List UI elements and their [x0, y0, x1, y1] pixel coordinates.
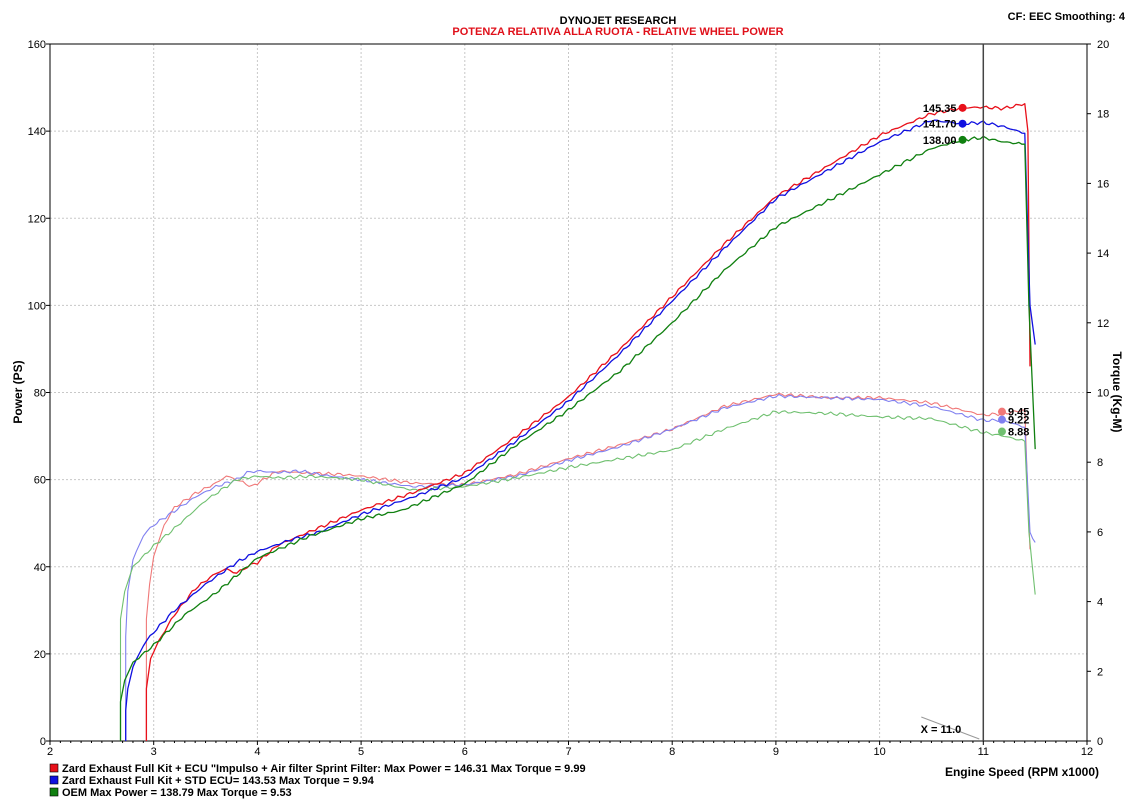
- y-tick-label: 40: [34, 562, 46, 574]
- chart-title: DYNOJET RESEARCH: [560, 15, 677, 27]
- plot-frame: [49, 43, 1088, 742]
- y-tick-label: 20: [34, 649, 46, 661]
- x-tick-label: 9: [773, 746, 779, 758]
- x-tick-label: 11: [978, 746, 989, 758]
- y2-axis-ticks: 0 2 4 6 8 10 12 14 16 18 20: [1087, 39, 1109, 748]
- marker-label: 145.35: [923, 103, 957, 115]
- settings-label: CF: EEC Smoothing: 4: [1008, 11, 1126, 23]
- marker-label: 9.22: [1008, 415, 1029, 427]
- y2-tick-label: 14: [1097, 248, 1109, 260]
- y2-tick-label: 20: [1097, 39, 1109, 51]
- x-tick-label: 6: [462, 746, 468, 758]
- y2-tick-label: 8: [1097, 457, 1103, 469]
- y2-tick-label: 4: [1097, 597, 1103, 609]
- marker-label: 141.70: [923, 119, 957, 131]
- x-axis-ticks: 2 3 4 5 6 7 8 9 10 11 12: [47, 741, 1093, 758]
- y2-tick-label: 10: [1097, 388, 1109, 400]
- series-line-4: [145, 392, 1031, 741]
- y-tick-label: 140: [28, 126, 46, 138]
- legend-entry: Zard Exhaust Full Kit + ECU "Impulso + A…: [62, 763, 586, 775]
- x-axis-label: Engine Speed (RPM x1000): [945, 765, 1099, 779]
- series-line-2: [125, 119, 1036, 741]
- marker-dot: [958, 103, 967, 112]
- cursor-group: X = 11.0: [921, 44, 985, 741]
- chart-subtitle: POTENZA RELATIVA ALLA RUOTA - RELATIVE W…: [452, 26, 783, 38]
- y-tick-label: 160: [28, 39, 46, 51]
- series-line-1: [145, 103, 1031, 741]
- y2-axis-label: Torque (Kg-M): [1110, 351, 1124, 432]
- x-tick-label: 4: [254, 746, 260, 758]
- x-tick-label: 5: [358, 746, 364, 758]
- cursor-label: X = 11.0: [921, 724, 962, 736]
- x-tick-label: 8: [669, 746, 675, 758]
- marker-dot: [997, 407, 1006, 416]
- legend-entry: Zard Exhaust Full Kit + STD ECU= 143.53 …: [62, 775, 375, 787]
- legend-swatch: [49, 763, 59, 773]
- y-tick-label: 60: [34, 475, 46, 487]
- marker-dot: [958, 119, 967, 128]
- x-tick-label: 2: [47, 746, 53, 758]
- x-tick-label: 3: [151, 746, 157, 758]
- marker-dot: [958, 135, 967, 144]
- y-tick-label: 80: [34, 388, 46, 400]
- y-tick-label: 120: [28, 213, 46, 225]
- y2-tick-label: 12: [1097, 318, 1109, 330]
- cursor-leader: [921, 716, 980, 740]
- marker-label: 8.88: [1008, 427, 1029, 439]
- y2-tick-label: 6: [1097, 527, 1103, 539]
- x-tick-label: 7: [565, 746, 571, 758]
- marker-dot: [997, 427, 1006, 436]
- marker-label: 138.00: [923, 135, 957, 147]
- x-tick-label: 12: [1081, 746, 1093, 758]
- markers-group: 145.35 141.70 138.00 9.459.228.88: [923, 103, 1029, 439]
- y-axis-label: Power (PS): [11, 360, 25, 423]
- series-line-5: [125, 393, 1036, 741]
- x-tick-label: 10: [873, 746, 885, 758]
- marker-label: 9.45: [1008, 407, 1029, 419]
- series-line-6: [119, 410, 1036, 741]
- y2-tick-label: 18: [1097, 109, 1109, 121]
- y-axis-ticks: 0 20 40 60 80 100 120 140 160: [28, 39, 50, 748]
- marker-dot: [997, 415, 1006, 424]
- legend-swatch: [49, 787, 59, 797]
- series-line-3: [119, 135, 1036, 741]
- legend-swatch: [49, 775, 59, 785]
- y2-tick-label: 16: [1097, 178, 1109, 190]
- y-tick-label: 0: [40, 736, 46, 748]
- y-tick-label: 100: [28, 300, 46, 312]
- legend: Zard Exhaust Full Kit + ECU "Impulso + A…: [49, 763, 586, 799]
- y2-tick-label: 0: [1097, 736, 1103, 748]
- series-group: [119, 103, 1036, 741]
- y2-tick-label: 2: [1097, 666, 1103, 678]
- legend-entry: OEM Max Power = 138.79 Max Torque = 9.53: [62, 787, 292, 799]
